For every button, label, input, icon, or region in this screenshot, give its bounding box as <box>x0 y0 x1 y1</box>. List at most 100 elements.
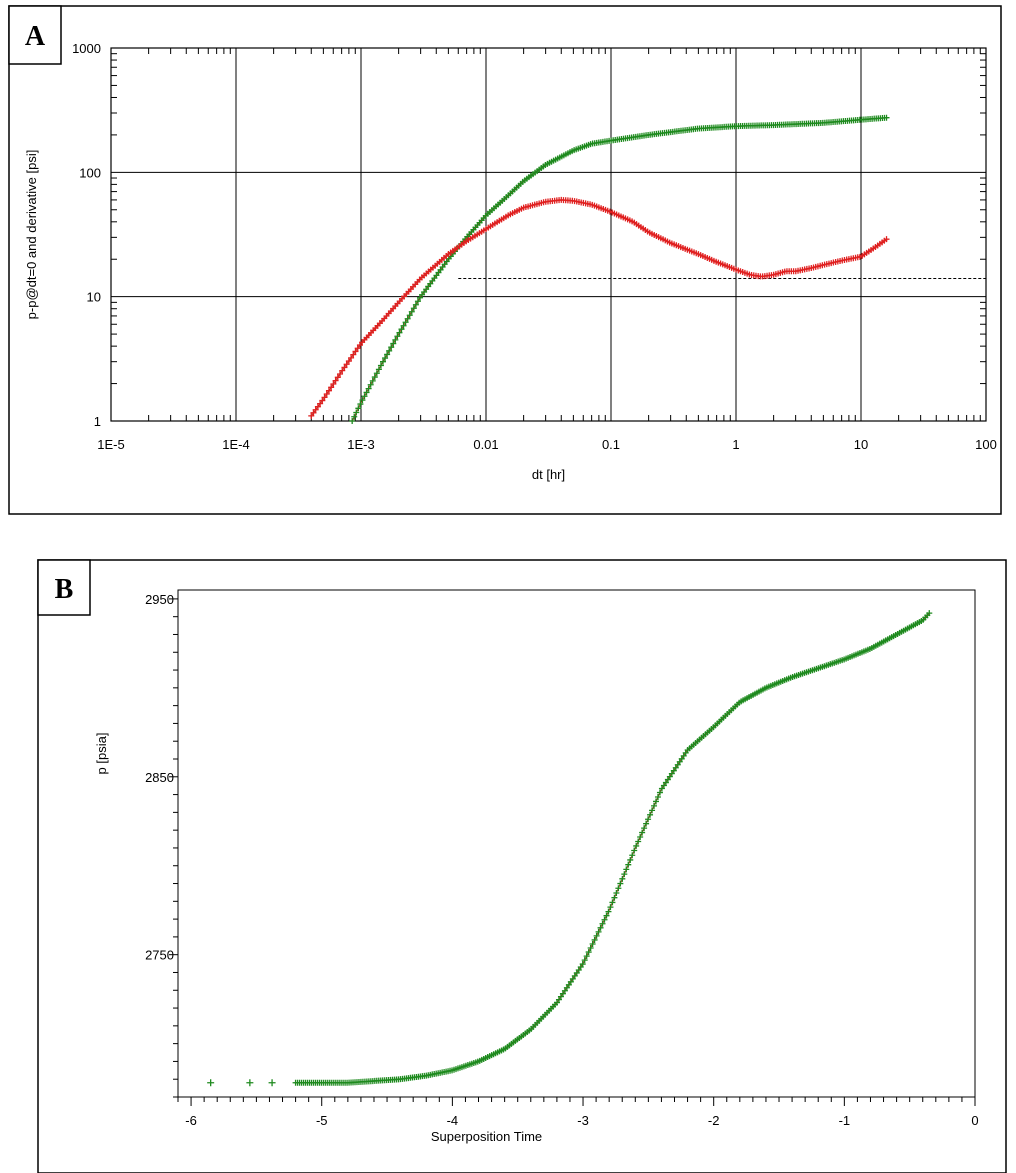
panel-a-y-tick-label: 1 <box>94 414 101 429</box>
panel-b-data-point <box>583 953 590 960</box>
panel-a-y-tick-label: 100 <box>79 165 101 180</box>
panel-a-pressure-point <box>410 305 417 312</box>
panel-a-pressure-point <box>353 409 360 416</box>
panel-b-data-point <box>589 940 596 947</box>
panel-a-derivative-point <box>334 374 341 381</box>
panel-a-frame <box>8 5 1002 515</box>
panel-a-pressure-point <box>384 351 391 358</box>
panel-a-derivative-point <box>883 236 890 243</box>
panel-a-pressure-point <box>369 377 376 384</box>
panel-a-pressure-point <box>375 366 382 373</box>
panel-a-pressure-point <box>363 389 370 396</box>
panel-a-pressure-point <box>373 370 380 377</box>
panel-a-pressure-point <box>365 385 372 392</box>
panel-b-data-point <box>635 838 642 845</box>
panel-a-derivative-point <box>339 367 346 374</box>
panel-a-derivative-point <box>328 384 335 391</box>
panel-b-data-point <box>625 861 632 868</box>
panel-b-frame <box>37 559 1007 1173</box>
panel-b-data-point <box>585 949 592 956</box>
panel-b-data-point <box>613 889 620 896</box>
panel-b-data-point <box>609 899 616 906</box>
panel-b-letter-box <box>37 559 91 616</box>
panel-b-axes-box <box>177 589 976 1098</box>
panel-a-x-tick-label: 1E-5 <box>97 437 124 452</box>
panel-a-derivative-point <box>350 351 357 358</box>
panel-a-pressure-point <box>371 374 378 381</box>
panel-b-data-point-group <box>207 610 933 1087</box>
panel-a-pressure-point <box>402 319 409 326</box>
panel-a-letter-box <box>8 5 62 65</box>
panel-a-x-tick-label: 10 <box>854 437 868 452</box>
panel-a-pressure-point <box>386 347 393 354</box>
panel-a-pressure-point <box>359 397 366 404</box>
panel-b-data-point <box>645 816 652 823</box>
panel-a-derivative-point <box>314 403 321 410</box>
panel-a-x-tick-label: 1 <box>732 437 739 452</box>
panel-b-data-point <box>629 852 636 859</box>
panel-a-letter: A <box>25 21 46 52</box>
panel-a-pressure-point <box>392 336 399 343</box>
panel-b-data-point <box>637 834 644 841</box>
panel-b-x-axis-label: Superposition Time <box>431 1129 542 1144</box>
panel-a-derivative-point <box>319 397 326 404</box>
panel-a-pressure-point <box>406 312 413 319</box>
panel-a-pressure-point <box>390 340 397 347</box>
panel-b-data-point <box>656 789 663 796</box>
panel-b-x-tick-label: -5 <box>316 1113 328 1128</box>
panel-a-pressure-point <box>357 401 364 408</box>
panel-a-derivative-point <box>317 400 324 407</box>
panel-b-letter: B <box>55 574 74 605</box>
panel-a-x-axis-label: dt [hr] <box>532 467 565 482</box>
panel-b-data-point <box>631 847 638 854</box>
panel-b-data-point <box>599 920 606 927</box>
panel-a-y-tick-label: 1000 <box>72 41 101 56</box>
panel-b-y-tick-label: 2850 <box>145 770 174 785</box>
panel-b-plot-area <box>169 589 976 1106</box>
panel-a-derivative-point <box>343 361 350 368</box>
panel-b-data-point <box>926 610 933 617</box>
panel-b-x-tick-label: -1 <box>839 1113 851 1128</box>
panel-a: A 1E-5 1E-4 1E-3 0.01 0.1 1 10 100 1 10 100 1000 dt [… <box>8 5 1002 515</box>
panel-b-data-point <box>647 811 654 818</box>
panel-b-data-point <box>603 912 610 919</box>
panel-b-data-point <box>601 916 608 923</box>
panel-b-data-point <box>268 1079 276 1087</box>
panel-b-data-point <box>607 904 614 911</box>
panel-b-data-point <box>639 829 646 836</box>
panel-a-derivative-point <box>341 364 348 371</box>
panel-a-derivative-point <box>332 377 339 384</box>
panel-a-derivative-point <box>354 345 361 352</box>
panel-b-data-point <box>581 957 588 964</box>
panel-a-derivative-point <box>337 370 344 377</box>
panel-a-pressure-point <box>380 358 387 365</box>
panel-a-pressure-point <box>382 355 389 362</box>
panel-a-pressure-point <box>396 329 403 336</box>
panel-b-data-point <box>591 936 598 943</box>
panel-b-x-tick-label: -2 <box>708 1113 720 1128</box>
panel-a-derivative-point <box>312 406 319 413</box>
panel-a-x-tick-label: 1E-3 <box>347 437 374 452</box>
panel-a-derivative-point <box>330 380 337 387</box>
panel-b-x-tick-label: -6 <box>185 1113 197 1128</box>
panel-b-y-tick-label: 2750 <box>145 948 174 963</box>
panel-b-data-point <box>246 1079 254 1087</box>
panel-b-x-tick-label: 0 <box>971 1113 978 1128</box>
panel-a-pressure-point <box>394 333 401 340</box>
panel-a-derivative-point <box>325 387 332 394</box>
panel-b-data-point <box>649 807 656 814</box>
panel-a-pressure-point <box>388 344 395 351</box>
panel-b-data-point <box>654 793 661 800</box>
panel-a-pressure-point <box>367 381 374 388</box>
panel-a-derivative-point <box>321 394 328 401</box>
panel-b-x-tick-label: -3 <box>577 1113 589 1128</box>
panel-a-x-tick-label: 0.1 <box>602 437 620 452</box>
panel-b-data-point <box>595 928 602 935</box>
panel-a-x-tick-label: 1E-4 <box>222 437 249 452</box>
panel-b-data-point <box>643 820 650 827</box>
panel-b-data-point <box>579 961 586 968</box>
panel-a-pressure-point <box>398 326 405 333</box>
panel-a-pressure-point <box>361 393 368 400</box>
panel-b-y-axis-label: p [psia] <box>94 733 109 775</box>
panel-b-data-point <box>617 880 624 887</box>
